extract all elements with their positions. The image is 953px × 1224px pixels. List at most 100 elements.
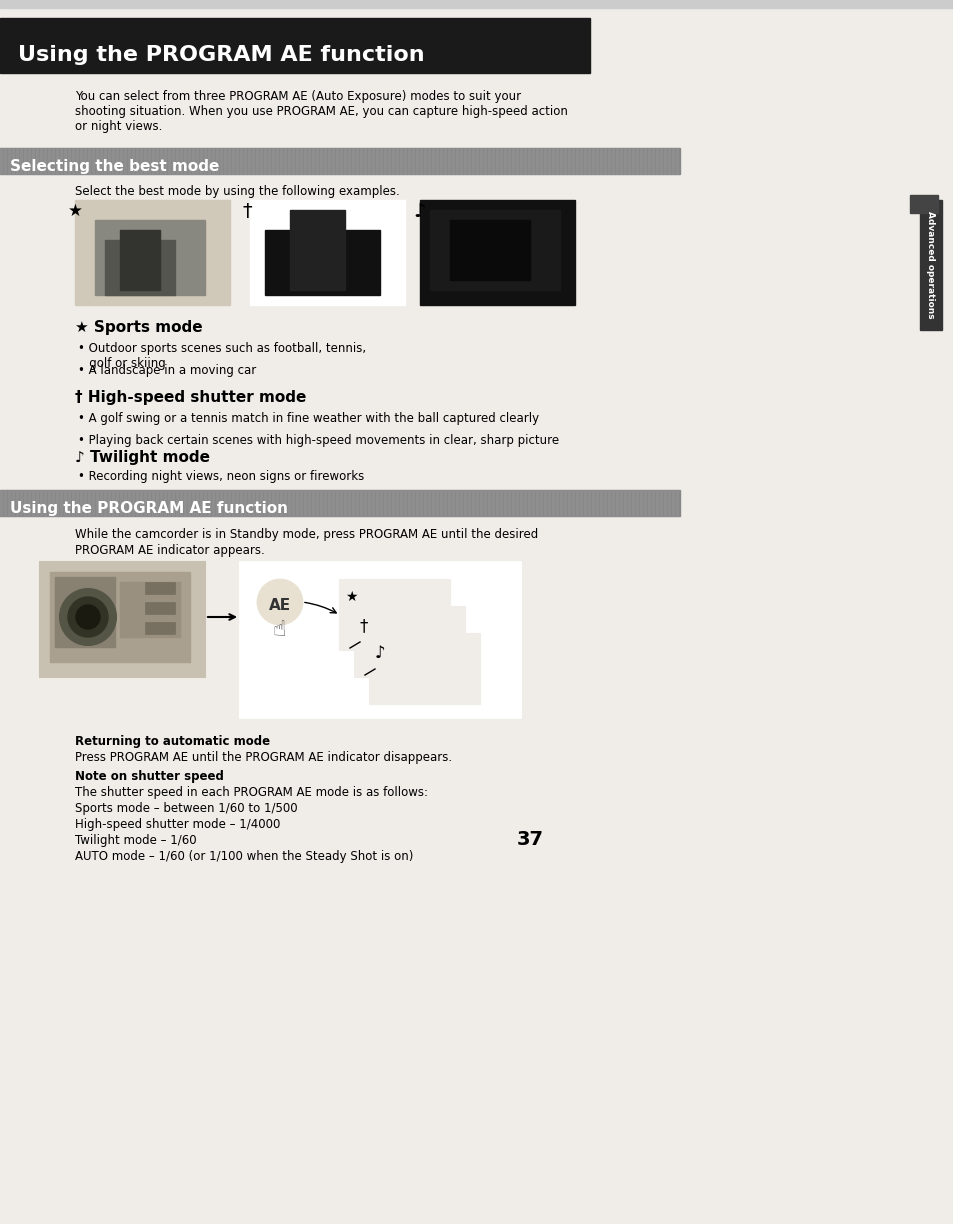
Bar (667, 148, 669, 174)
Bar (384, 148, 386, 174)
Bar (48, 148, 50, 174)
Bar (328, 148, 330, 174)
Bar (547, 148, 550, 174)
Bar (523, 148, 525, 174)
Bar (479, 148, 481, 174)
Bar (543, 148, 545, 174)
Bar (364, 490, 366, 517)
Bar (95, 220, 205, 295)
Bar (319, 148, 322, 174)
Bar (71, 148, 74, 174)
Text: Selecting the best mode: Selecting the best mode (10, 158, 219, 174)
Bar (71, 490, 74, 517)
Bar (12, 148, 14, 174)
Bar (268, 148, 270, 174)
Bar (68, 148, 70, 174)
Bar (523, 490, 525, 517)
Bar (52, 490, 54, 517)
Text: †: † (359, 617, 368, 635)
Bar (643, 148, 645, 174)
Bar (388, 148, 390, 174)
Bar (372, 148, 374, 174)
Bar (450, 220, 530, 280)
Bar (55, 577, 115, 647)
Bar (355, 607, 464, 677)
Bar (352, 148, 354, 174)
Bar (215, 490, 218, 517)
Bar (220, 148, 222, 174)
Bar (299, 148, 302, 174)
Bar (275, 148, 277, 174)
Bar (671, 490, 673, 517)
Text: Sports mode – between 1/60 to 1/500: Sports mode – between 1/60 to 1/500 (75, 802, 297, 815)
Bar (419, 148, 421, 174)
Bar (4, 490, 6, 517)
Bar (56, 490, 58, 517)
Bar (488, 490, 490, 517)
Bar (667, 490, 669, 517)
Bar (12, 490, 14, 517)
Bar (507, 148, 510, 174)
Bar (8, 148, 10, 174)
Bar (235, 148, 237, 174)
Bar (52, 148, 54, 174)
Text: Returning to automatic mode: Returning to automatic mode (75, 734, 270, 748)
Bar (136, 490, 138, 517)
Bar (416, 148, 417, 174)
Bar (32, 148, 34, 174)
Bar (240, 490, 242, 517)
Bar (175, 148, 178, 174)
Bar (164, 490, 166, 517)
Bar (299, 490, 302, 517)
Bar (100, 490, 102, 517)
Bar (663, 490, 665, 517)
Bar (96, 148, 98, 174)
Bar (284, 490, 286, 517)
Bar (220, 490, 222, 517)
Bar (576, 148, 578, 174)
Bar (359, 148, 361, 174)
Bar (639, 148, 641, 174)
Bar (0, 148, 2, 174)
Bar (651, 148, 654, 174)
Bar (512, 490, 514, 517)
Bar (264, 148, 266, 174)
Bar (663, 148, 665, 174)
Bar (512, 148, 514, 174)
Bar (20, 490, 22, 517)
Bar (631, 148, 634, 174)
Bar (105, 240, 174, 295)
Bar (344, 148, 346, 174)
Bar (576, 490, 578, 517)
Bar (252, 148, 253, 174)
Bar (439, 148, 441, 174)
Bar (265, 230, 379, 295)
Bar (436, 490, 437, 517)
Bar (144, 490, 146, 517)
Bar (647, 148, 649, 174)
Bar (527, 490, 530, 517)
Bar (532, 148, 534, 174)
Bar (559, 148, 561, 174)
Bar (284, 148, 286, 174)
Bar (547, 490, 550, 517)
Bar (120, 490, 122, 517)
Bar (20, 148, 22, 174)
Bar (260, 490, 262, 517)
Bar (439, 490, 441, 517)
Bar (567, 148, 569, 174)
Bar (616, 490, 618, 517)
Bar (224, 490, 226, 517)
Bar (8, 490, 10, 517)
Bar (148, 490, 150, 517)
Bar (612, 490, 614, 517)
Bar (408, 148, 410, 174)
Bar (212, 148, 213, 174)
Text: ☝: ☝ (272, 621, 285, 640)
Bar (603, 490, 605, 517)
Bar (499, 148, 501, 174)
Bar (395, 148, 397, 174)
Bar (104, 490, 106, 517)
Bar (304, 148, 306, 174)
Text: AUTO mode – 1/60 (or 1/100 when the Steady Shot is on): AUTO mode – 1/60 (or 1/100 when the Stea… (75, 849, 413, 863)
